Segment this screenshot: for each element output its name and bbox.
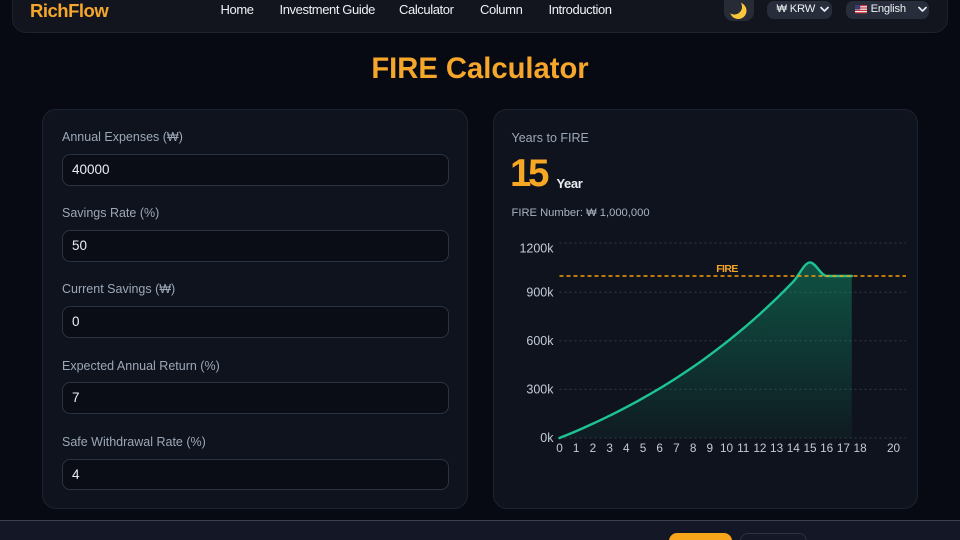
svg-text:13: 13	[770, 441, 784, 455]
svg-text:5: 5	[640, 441, 647, 455]
svg-text:20: 20	[887, 441, 901, 455]
svg-text:14: 14	[787, 441, 801, 455]
svg-text:15: 15	[803, 441, 817, 455]
svg-text:8: 8	[690, 441, 697, 455]
svg-text:9: 9	[707, 441, 714, 455]
svg-text:6: 6	[656, 441, 663, 455]
svg-text:11: 11	[737, 441, 749, 455]
svg-text:18: 18	[854, 441, 868, 455]
svg-text:600k: 600k	[526, 334, 554, 348]
svg-text:17: 17	[837, 441, 850, 455]
svg-text:300k: 300k	[526, 383, 554, 397]
svg-text:7: 7	[673, 441, 680, 455]
svg-text:0k: 0k	[540, 431, 554, 445]
svg-text:12: 12	[753, 441, 766, 455]
svg-text:FIRE: FIRE	[716, 263, 738, 275]
svg-text:16: 16	[820, 441, 834, 455]
svg-text:900k: 900k	[526, 285, 554, 299]
svg-text:0: 0	[556, 441, 563, 455]
svg-text:1: 1	[573, 441, 580, 455]
svg-text:1200k: 1200k	[519, 241, 554, 255]
svg-text:10: 10	[720, 441, 734, 455]
svg-text:3: 3	[606, 441, 613, 455]
svg-text:4: 4	[623, 441, 630, 455]
svg-text:2: 2	[590, 441, 597, 455]
